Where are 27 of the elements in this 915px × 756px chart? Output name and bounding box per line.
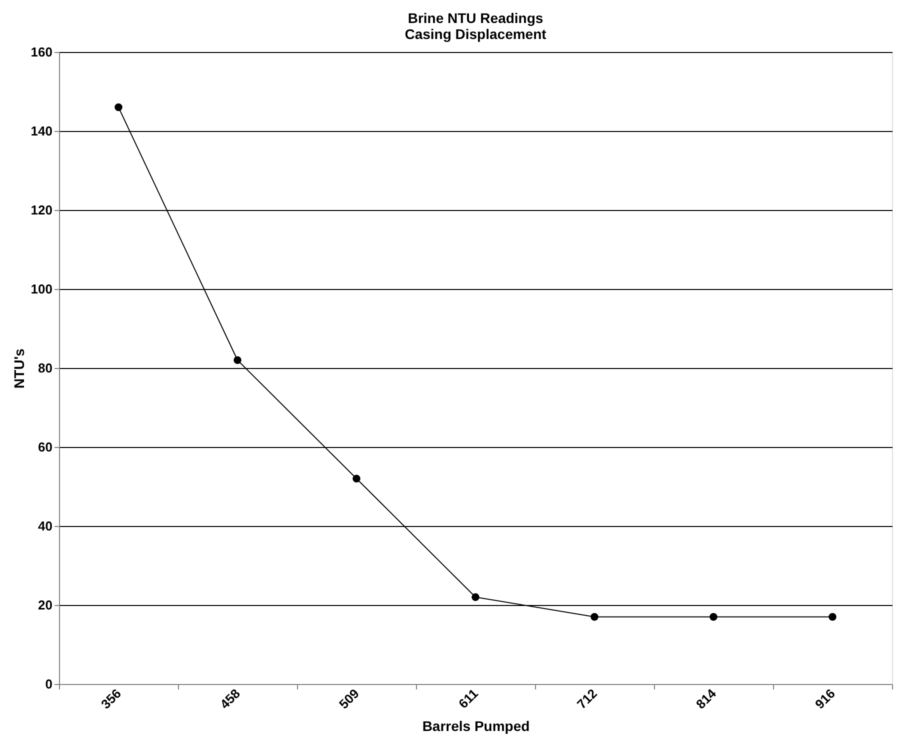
x-tick-label: 458 bbox=[216, 686, 243, 712]
y-tick-label: 140 bbox=[30, 124, 52, 138]
point bbox=[828, 612, 836, 621]
y-tick-label: 60 bbox=[38, 440, 52, 454]
point bbox=[472, 593, 480, 601]
text: Casing Displacement bbox=[404, 26, 546, 42]
point bbox=[352, 474, 360, 482]
y-tick-label: 20 bbox=[38, 598, 52, 612]
x-tick-label: 356 bbox=[98, 686, 124, 712]
point bbox=[234, 356, 242, 364]
y-tick-label: 0 bbox=[45, 676, 52, 692]
point bbox=[114, 103, 122, 112]
y-axis-title: NTU's bbox=[10, 348, 27, 388]
y-tick-label: 40 bbox=[38, 518, 52, 534]
x-axis-title: Barrels Pumped bbox=[422, 718, 530, 734]
x-tick-label: 611 bbox=[456, 686, 481, 712]
text: Brine NTU Readings bbox=[408, 10, 544, 26]
point bbox=[590, 612, 598, 621]
point bbox=[710, 612, 718, 621]
y-tick-label: 100 bbox=[30, 282, 52, 296]
y-tick-label: 80 bbox=[38, 360, 52, 376]
x-tick-label: 509 bbox=[336, 686, 362, 712]
y-tick-label: 160 bbox=[30, 44, 52, 60]
x-tick-label: 712 bbox=[574, 686, 600, 712]
y-tick-label: 120 bbox=[30, 202, 52, 218]
x-tick-label: 916 bbox=[812, 686, 838, 712]
x-tick-label: 814 bbox=[692, 685, 720, 712]
